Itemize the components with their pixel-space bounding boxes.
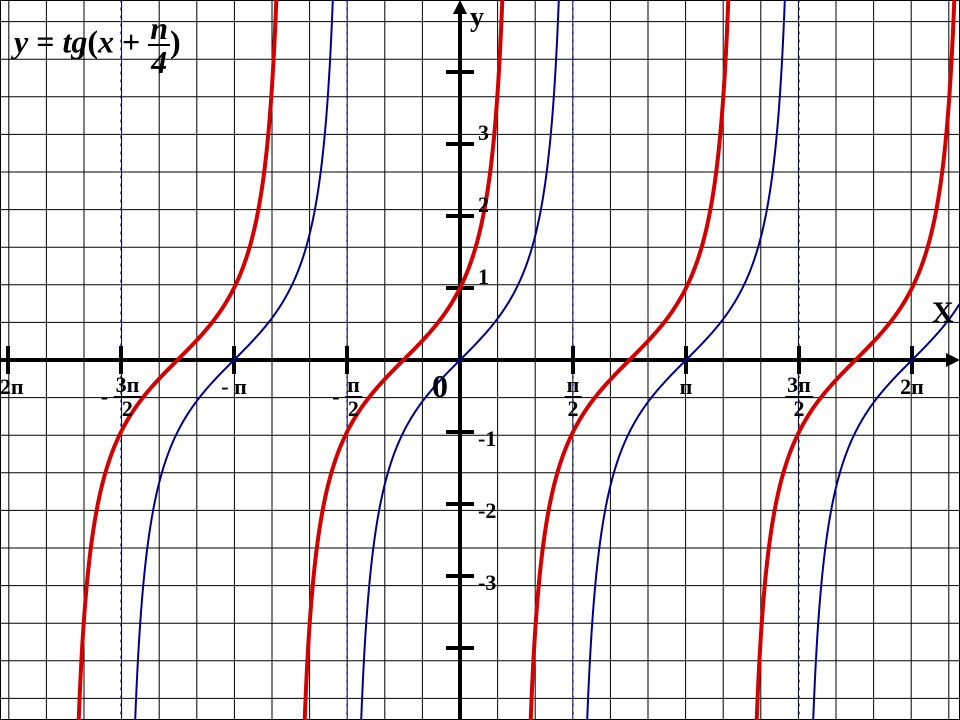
x-tick-label: - п2 <box>332 374 362 420</box>
formula-frac-num: п <box>148 12 170 46</box>
x-tick-label: 2п <box>900 374 924 400</box>
x-tick-label: - п <box>221 374 247 400</box>
y-axis-label: y <box>470 2 484 34</box>
x-tick-label: - 3п2 <box>101 374 142 420</box>
x-tick-label: п <box>680 374 693 400</box>
y-tick-label: 1 <box>478 264 489 290</box>
axes <box>0 0 960 720</box>
y-tick-label: -1 <box>478 426 496 452</box>
y-tick-label: -3 <box>478 570 496 596</box>
equation-formula: y = tg(x + п 4 ) <box>14 12 181 78</box>
y-tick-label: 3 <box>478 120 489 146</box>
formula-frac-den: 4 <box>148 46 170 78</box>
x-axis-label: X <box>932 296 954 330</box>
x-tick-label: -2п <box>0 374 24 400</box>
x-tick-label: 3п2 <box>785 374 813 420</box>
origin-label: 0 <box>432 368 448 405</box>
y-tick-label: 2 <box>478 192 489 218</box>
y-tick-label: -2 <box>478 498 496 524</box>
x-tick-label: п2 <box>565 374 582 420</box>
